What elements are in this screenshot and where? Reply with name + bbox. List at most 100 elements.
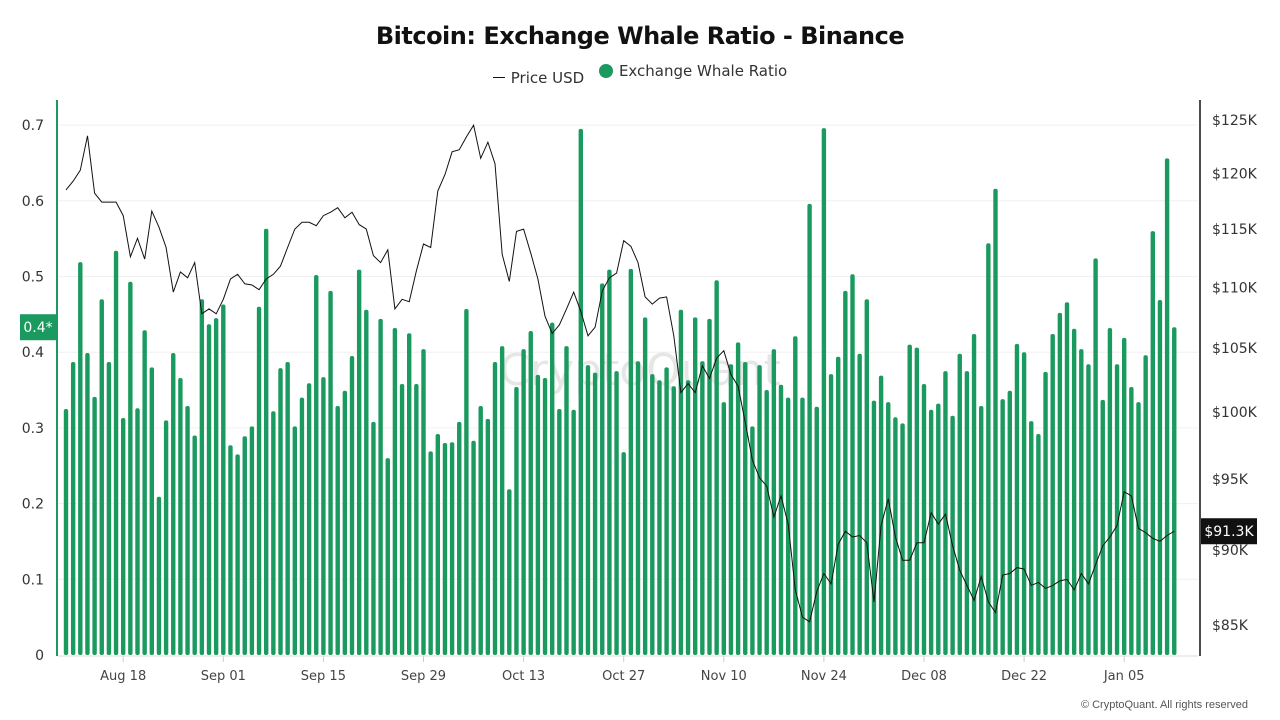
ratio-bar[interactable]	[106, 362, 112, 655]
ratio-bar[interactable]	[371, 421, 376, 655]
ratio-bar[interactable]	[1064, 302, 1070, 655]
ratio-bar[interactable]	[364, 309, 369, 655]
ratio-bar[interactable]	[149, 367, 154, 655]
ratio-bar[interactable]	[585, 365, 591, 655]
ratio-bar[interactable]	[285, 362, 290, 655]
ratio-bar[interactable]	[1122, 337, 1127, 655]
ratio-bar[interactable]	[328, 290, 333, 655]
ratio-bar[interactable]	[678, 309, 684, 655]
ratio-bar[interactable]	[78, 262, 83, 655]
ratio-bar[interactable]	[335, 405, 340, 655]
ratio-bar[interactable]	[914, 347, 920, 655]
ratio-bar[interactable]	[764, 390, 769, 655]
ratio-bar[interactable]	[449, 442, 455, 655]
ratio-bar[interactable]	[1057, 312, 1063, 655]
ratio-bar[interactable]	[1157, 299, 1163, 655]
ratio-bar[interactable]	[828, 374, 834, 655]
ratio-bar[interactable]	[142, 330, 147, 655]
ratio-bar[interactable]	[121, 418, 126, 655]
ratio-bar[interactable]	[993, 188, 998, 656]
ratio-bar[interactable]	[192, 435, 197, 655]
ratio-bar[interactable]	[528, 331, 533, 655]
ratio-bar[interactable]	[886, 402, 891, 655]
ratio-bar[interactable]	[264, 228, 269, 655]
ratio-bar[interactable]	[521, 349, 526, 655]
ratio-bar[interactable]	[99, 299, 104, 655]
ratio-bar[interactable]	[1143, 355, 1148, 655]
ratio-bar[interactable]	[471, 440, 476, 655]
ratio-bar[interactable]	[964, 371, 970, 655]
ratio-bar[interactable]	[928, 409, 934, 655]
ratio-bar[interactable]	[921, 383, 927, 655]
ratio-bar[interactable]	[492, 362, 498, 655]
ratio-bar[interactable]	[385, 458, 390, 655]
ratio-bar[interactable]	[256, 306, 262, 655]
ratio-bar[interactable]	[979, 405, 984, 655]
ratio-bar[interactable]	[213, 318, 219, 655]
ratio-bar[interactable]	[1129, 387, 1134, 655]
ratio-bar[interactable]	[70, 362, 76, 655]
ratio-bar[interactable]	[642, 317, 648, 655]
ratio-bar[interactable]	[163, 420, 169, 655]
ratio-bar[interactable]	[1086, 364, 1091, 655]
ratio-bar[interactable]	[1114, 364, 1120, 655]
ratio-bar[interactable]	[63, 408, 69, 655]
ratio-bar[interactable]	[464, 309, 469, 655]
ratio-bar[interactable]	[242, 436, 247, 655]
ratio-bar[interactable]	[728, 364, 734, 655]
ratio-bar[interactable]	[1172, 327, 1177, 655]
ratio-bar[interactable]	[399, 383, 405, 655]
ratio-bar[interactable]	[392, 327, 398, 655]
ratio-bar[interactable]	[349, 355, 355, 655]
ratio-bar[interactable]	[407, 333, 412, 655]
ratio-bar[interactable]	[1000, 399, 1005, 655]
ratio-bar[interactable]	[221, 304, 226, 655]
ratio-bar[interactable]	[628, 268, 634, 655]
ratio-bar[interactable]	[721, 402, 726, 655]
ratio-bar[interactable]	[757, 365, 762, 655]
ratio-bar[interactable]	[957, 353, 962, 655]
ratio-bar[interactable]	[171, 352, 176, 655]
ratio-bar[interactable]	[664, 367, 669, 655]
ratio-bar[interactable]	[571, 409, 576, 655]
ratio-bar[interactable]	[657, 380, 662, 655]
ratio-bar[interactable]	[1150, 231, 1155, 655]
ratio-bar[interactable]	[771, 349, 777, 655]
ratio-bar[interactable]	[271, 411, 276, 655]
ratio-bar[interactable]	[864, 299, 869, 655]
ratio-bar[interactable]	[1093, 258, 1098, 655]
ratio-bar[interactable]	[128, 281, 133, 655]
ratio-bar[interactable]	[185, 405, 190, 655]
ratio-bar[interactable]	[907, 344, 912, 655]
ratio-bar[interactable]	[936, 403, 941, 655]
ratio-bar[interactable]	[435, 433, 440, 655]
ratio-bar[interactable]	[292, 426, 297, 655]
ratio-bar[interactable]	[607, 269, 612, 655]
ratio-bar[interactable]	[428, 451, 433, 655]
ratio-bar[interactable]	[113, 250, 119, 655]
ratio-bar[interactable]	[1036, 433, 1041, 655]
ratio-bar[interactable]	[235, 454, 240, 655]
ratio-bar[interactable]	[278, 368, 283, 655]
ratio-bar[interactable]	[614, 371, 619, 655]
ratio-bar[interactable]	[857, 353, 862, 655]
ratio-bar[interactable]	[421, 349, 426, 655]
ratio-bar[interactable]	[542, 377, 548, 655]
ratio-bar[interactable]	[342, 390, 348, 655]
ratio-bar[interactable]	[535, 374, 541, 655]
ratio-bar[interactable]	[249, 426, 255, 655]
ratio-bar[interactable]	[378, 318, 383, 655]
ratio-bar[interactable]	[1014, 343, 1020, 655]
ratio-bar[interactable]	[850, 274, 855, 655]
ratio-bar[interactable]	[414, 383, 419, 655]
ratio-bar[interactable]	[564, 346, 569, 655]
ratio-bar[interactable]	[807, 203, 812, 655]
ratio-bar[interactable]	[485, 418, 491, 655]
ratio-bar[interactable]	[871, 400, 877, 655]
ratio-bar[interactable]	[1107, 327, 1113, 655]
legend-item-price[interactable]: Price USD	[492, 69, 584, 87]
ratio-bar[interactable]	[750, 426, 755, 655]
ratio-bar[interactable]	[971, 334, 977, 655]
ratio-bar[interactable]	[178, 377, 183, 655]
ratio-bar[interactable]	[1021, 352, 1027, 655]
